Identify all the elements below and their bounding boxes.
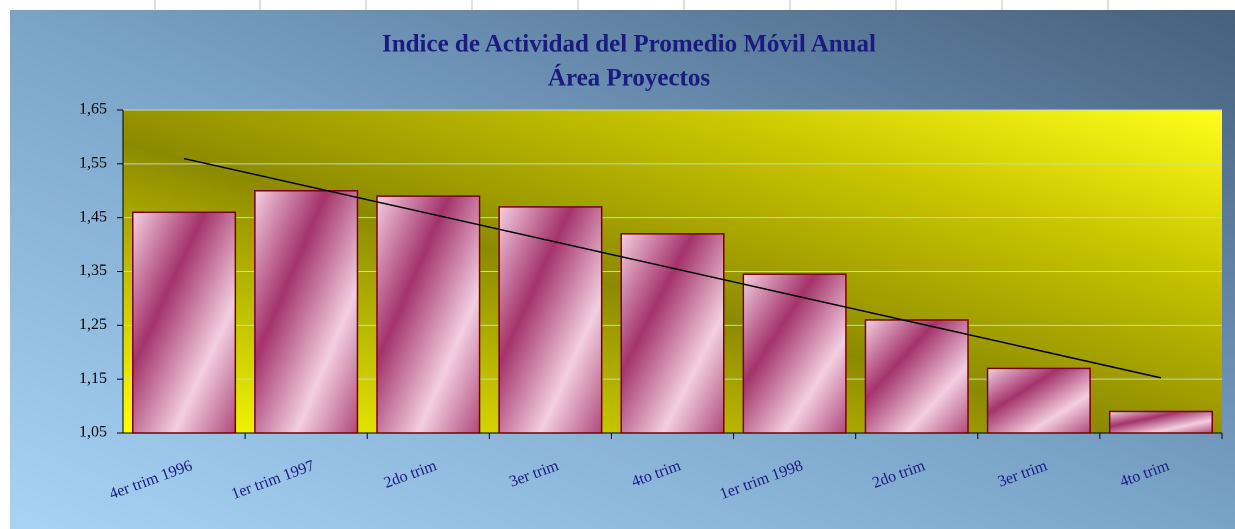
- y-tick-label: 1,55: [79, 155, 107, 172]
- y-tick-label: 1,45: [79, 208, 107, 225]
- bar: [986, 367, 1091, 434]
- trendline: [183, 157, 1162, 379]
- chart-title: Indice de Actividad del Promedio Móvil A…: [382, 31, 876, 58]
- bar: [254, 190, 359, 434]
- chart-subtitle: Área Proyectos: [548, 64, 710, 92]
- sheet-grid: [154, 0, 1109, 10]
- bar: [620, 233, 725, 434]
- bar: [742, 273, 847, 434]
- y-tick-label: 1,25: [79, 316, 107, 333]
- y-tick-label: 1,15: [79, 370, 107, 387]
- y-tick-label: 1,05: [79, 424, 107, 441]
- bar: [864, 319, 969, 434]
- y-tick-label: 1,35: [79, 262, 107, 279]
- y-tick-label: 1,65: [79, 101, 107, 118]
- bar: [498, 206, 603, 434]
- bar: [1108, 410, 1213, 434]
- bar: [132, 211, 237, 434]
- bar: [376, 195, 481, 434]
